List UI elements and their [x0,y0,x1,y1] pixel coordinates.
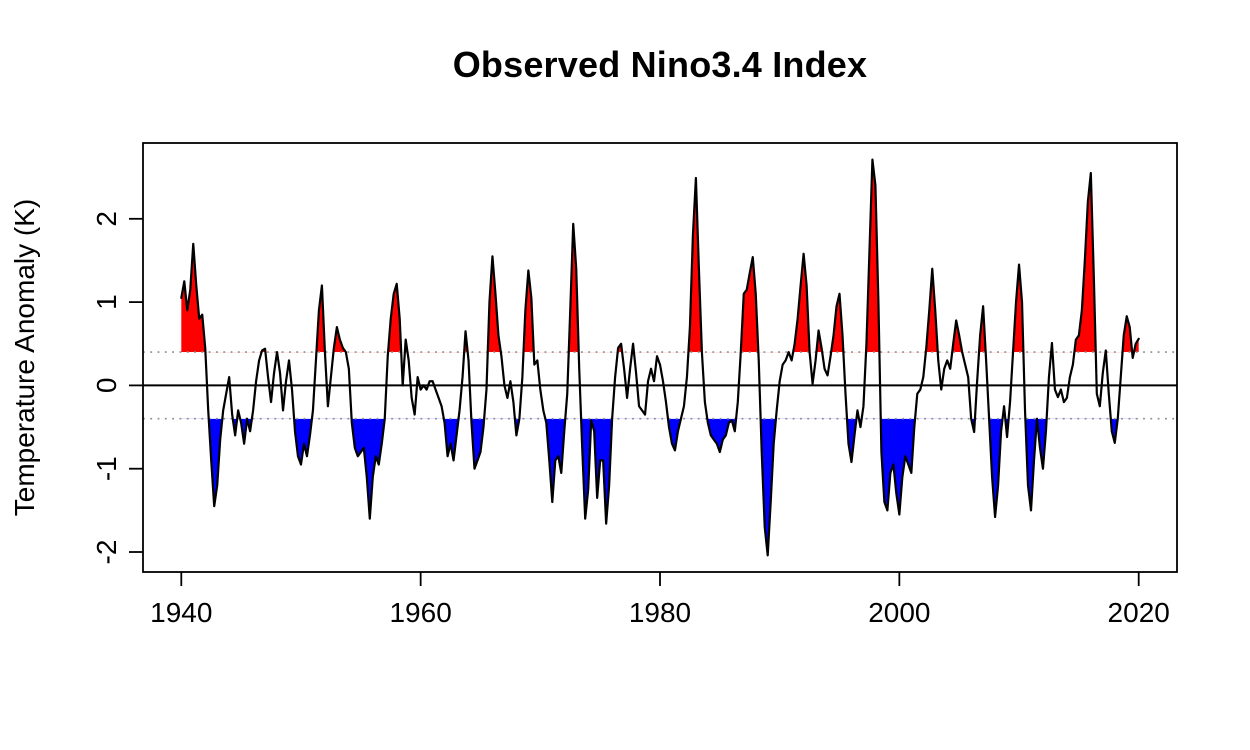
plot-title: Observed Nino3.4 Index [452,44,868,85]
x-tick-label: 1980 [629,597,691,628]
nino34-series-line [180,158,1140,557]
y-tick-label: 1 [91,294,122,310]
y-axis: -2 -1 0 1 2 [91,211,143,564]
x-axis: 1940 1960 1980 2000 2020 [150,572,1170,628]
y-tick-label: 0 [91,378,122,394]
x-tick-label: 1940 [150,597,212,628]
cold-fill-below-threshold [181,418,1139,556]
x-tick-label: 2020 [1108,597,1170,628]
y-tick-label: 2 [91,211,122,227]
y-tick-label: -1 [91,456,122,481]
x-tick-label: 1960 [389,597,451,628]
x-tick-label: 2000 [868,597,930,628]
y-axis-title: Temperature Anomaly (K) [9,199,40,516]
plot-frame [142,142,1178,573]
y-tick-label: -2 [91,540,122,565]
